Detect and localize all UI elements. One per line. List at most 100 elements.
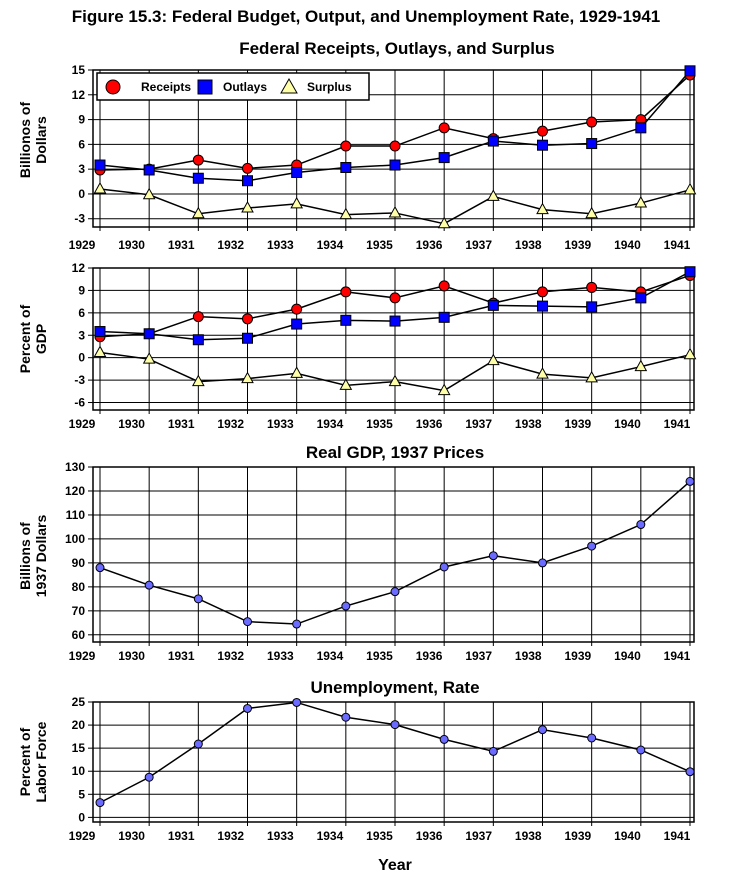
data-point [636, 520, 646, 530]
x-tick-label: 1932 [217, 238, 244, 252]
surplus-point [191, 206, 205, 219]
x-tick-label: 1929 [69, 829, 96, 843]
y-tick-label: 20 [72, 718, 86, 732]
surplus-point [241, 371, 254, 384]
x-tick-label: 1934 [317, 829, 344, 843]
data-point [341, 601, 351, 611]
legend-marker-receipts [105, 79, 121, 95]
y-tick-label: 90 [72, 556, 86, 570]
data-point [538, 725, 547, 735]
x-tick-label: 1937 [465, 829, 492, 843]
surplus-point [585, 206, 599, 219]
y-tick-label: 6 [78, 306, 85, 320]
y-tick-label: 5 [78, 787, 85, 801]
legend-label: Outlays [223, 80, 267, 94]
data-point [243, 617, 252, 627]
data-point [488, 746, 498, 756]
y-tick-label: 3 [78, 162, 85, 176]
outlays-point [389, 159, 401, 171]
outlays-point [586, 138, 598, 150]
x-tick-label: 1939 [564, 829, 591, 843]
data-point [538, 558, 547, 568]
x-tick-label: 1931 [168, 238, 195, 252]
x-tick-label: 1935 [366, 238, 393, 252]
surplus-point [388, 205, 402, 218]
surplus-point [339, 378, 353, 390]
plot-frame [92, 701, 695, 823]
x-tick-label: 1941 [664, 238, 691, 252]
y-axis-label-line: Dollars [33, 116, 49, 164]
surplus-point [388, 374, 402, 387]
y-tick-label: 15 [72, 63, 86, 77]
chart-panel-4: 25 20 15 10 5 0 1929 1930 1931 1932 1933 1934 1935 19… [17, 695, 695, 843]
surplus-point [93, 181, 107, 194]
y-tick-label: 120 [65, 484, 85, 498]
x-tick-label: 1938 [515, 417, 542, 431]
surplus-point [191, 374, 205, 387]
data-point [390, 720, 400, 730]
legend-marker-outlays [197, 79, 213, 95]
receipts-point [291, 303, 303, 315]
y-tick-label: 3 [78, 328, 85, 342]
y-tick-label: 70 [72, 604, 86, 618]
outlays-point [340, 162, 352, 174]
data-point [193, 594, 203, 604]
x-tick-label: 1931 [168, 417, 195, 431]
surplus-point [536, 202, 549, 215]
chart-1-title: Federal Receipts, Outlays, and Surplus [239, 39, 555, 58]
surplus-point [486, 189, 500, 201]
x-tick-label: 1930 [118, 829, 145, 843]
x-tick-label: 1929 [69, 649, 96, 663]
data-point [390, 587, 400, 597]
y-axis-label-line: Billionos of [17, 102, 33, 179]
surplus-point [142, 187, 156, 200]
y-axis-label-line: 1937 Dollars [33, 515, 49, 598]
y-tick-label: 130 [65, 460, 85, 474]
x-tick-label: 1938 [515, 649, 542, 663]
x-tick-label: 1940 [614, 649, 641, 663]
x-tick-label: 1940 [614, 829, 641, 843]
y-axis-label-line: Labor Force [33, 721, 49, 802]
y-tick-label: 0 [78, 810, 85, 824]
x-tick-label: 1932 [217, 829, 244, 843]
x-tick-label: 1929 [69, 238, 96, 252]
surplus-point [683, 182, 697, 195]
x-tick-label: 1936 [416, 649, 443, 663]
outlays-point [291, 166, 303, 178]
y-tick-label: 9 [78, 113, 85, 127]
y-tick-label: 0 [78, 187, 85, 201]
data-point [439, 562, 449, 572]
outlays-point [242, 175, 253, 187]
surplus-point [437, 383, 451, 396]
outlays-point [389, 315, 401, 327]
x-tick-label: 1937 [465, 649, 492, 663]
receipts-point [537, 286, 548, 298]
x-tick-label: 1937 [465, 417, 492, 431]
x-tick-label: 1936 [416, 238, 443, 252]
y-axis-label: Billionos ofDollars [17, 102, 49, 179]
receipts-point [586, 281, 598, 293]
outlays-point [143, 164, 155, 176]
receipts-point [340, 286, 352, 298]
y-axis-label: Percent ofLabor Force [17, 721, 49, 802]
data-point [685, 476, 695, 486]
x-tick-label: 1931 [168, 829, 195, 843]
y-tick-label: 80 [72, 580, 86, 594]
outlays-point [438, 152, 450, 164]
figure-title: Figure 15.3: Federal Budget, Output, and… [72, 7, 661, 26]
outlays-point [192, 334, 204, 346]
data-point [292, 697, 302, 707]
outlays-point [635, 292, 647, 304]
x-tick-label: 1939 [564, 649, 591, 663]
surplus-point [683, 347, 697, 360]
data-point [587, 541, 597, 551]
outlays-point [340, 314, 352, 326]
chart-panel-2: 12 9 6 3 0 -3 -6 1929 1930 1931 1932 1933 1934 1935 19… [17, 261, 697, 431]
outlays-point [291, 318, 303, 330]
data-point [95, 563, 105, 573]
chart-panel-1: 15 12 9 6 3 0 -3 1929 1930 1931 1932 1933 1934 1935 19… [17, 63, 697, 252]
chart-4-title: Unemployment, Rate [310, 678, 479, 697]
surplus-point [437, 216, 451, 229]
legend-label: Receipts [141, 80, 191, 94]
